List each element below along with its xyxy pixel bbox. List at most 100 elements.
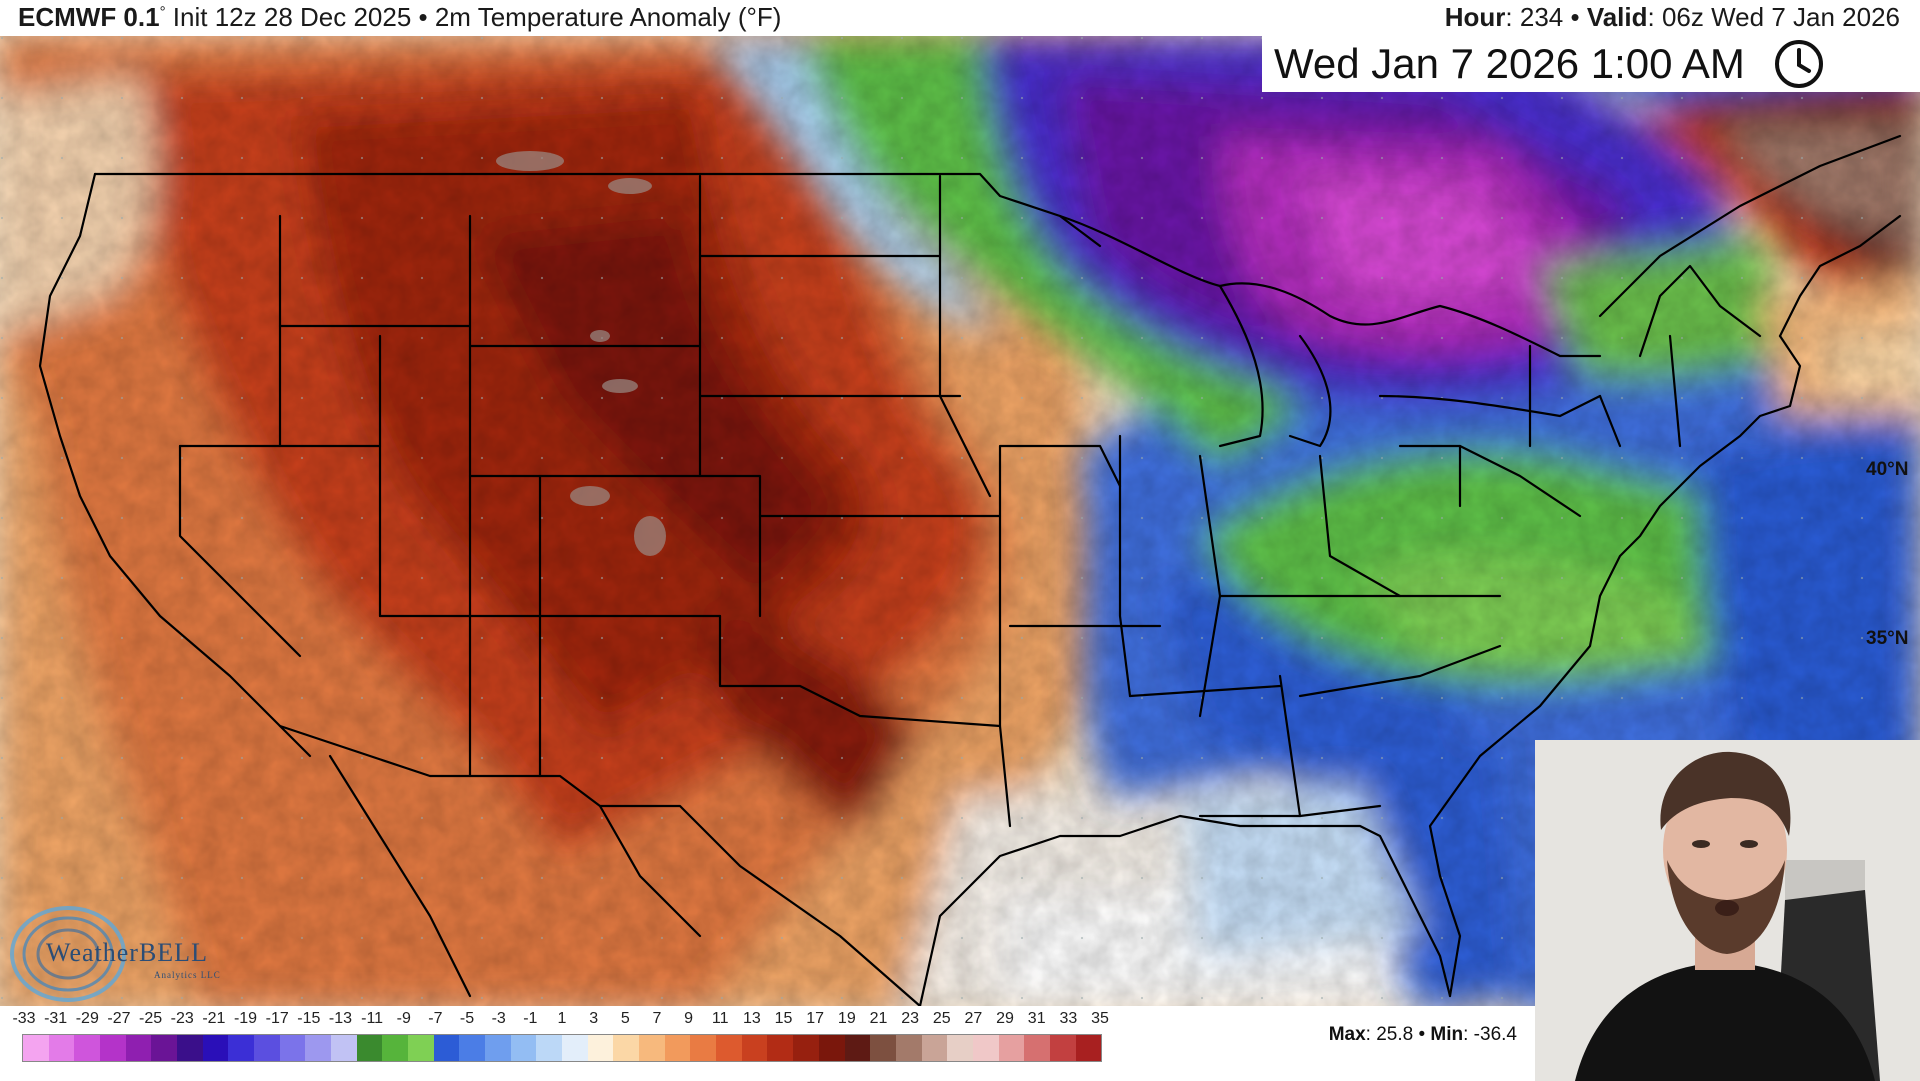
colorbar-swatch xyxy=(356,1035,383,1061)
colorbar-tick-label: -7 xyxy=(428,1010,443,1027)
colorbar-swatch xyxy=(1024,1035,1050,1061)
lat-label-40n: 40°N xyxy=(1866,459,1909,480)
colorbar-tick-label: -9 xyxy=(396,1010,411,1027)
valid-value: : 06z Wed 7 Jan 2026 xyxy=(1647,2,1900,32)
colorbar-tick-label: -25 xyxy=(139,1010,163,1027)
colorbar-swatch xyxy=(279,1035,306,1061)
colorbar-tick-label: 15 xyxy=(774,1010,793,1027)
colorbar-swatch xyxy=(639,1035,665,1061)
colorbar-tick-label: 17 xyxy=(806,1010,825,1027)
colorbar-tick-label: 5 xyxy=(620,1010,630,1027)
colorbar-swatch xyxy=(818,1035,845,1061)
colorbar-tick-label: -11 xyxy=(361,1010,384,1027)
colorbar-swatch xyxy=(125,1035,152,1061)
colorbar-swatch xyxy=(408,1035,434,1061)
colorbar-swatch xyxy=(793,1035,819,1061)
map-header: ECMWF 0.1° Init 12z 28 Dec 2025 • 2m Tem… xyxy=(0,0,1920,34)
lat-label-35n: 35°N xyxy=(1866,628,1909,649)
degree-sign: ° xyxy=(159,3,166,21)
colorbar-tick-label: 19 xyxy=(837,1010,856,1027)
valid-label: Valid xyxy=(1586,2,1648,32)
colorbar-swatch xyxy=(664,1035,691,1061)
colorbar-tick-label: 23 xyxy=(901,1010,920,1027)
colorbar-tick-label: 29 xyxy=(996,1010,1014,1027)
colorbar-swatch xyxy=(844,1035,871,1061)
colorbar-tick-label: -33 xyxy=(12,1010,36,1027)
map-title: ECMWF 0.1° Init 12z 28 Dec 2025 • 2m Tem… xyxy=(18,2,781,33)
colorbar-tick-label: -13 xyxy=(328,1010,353,1027)
colorbar-swatch xyxy=(48,1035,75,1061)
colorbar-tick-label: 35 xyxy=(1091,1010,1109,1027)
valid-datetime-text: Wed Jan 7 2026 1:00 AM xyxy=(1274,40,1745,87)
colorbar-tick-labels: -33 -31 -29 -27 -25 -23 -21 -19 -17 -15 -13 -11 -9 -7… xyxy=(12,1010,1112,1032)
colorbar-tick-label: -5 xyxy=(459,1010,475,1027)
hour-label: Hour xyxy=(1444,2,1506,32)
init-and-field: Init 12z 28 Dec 2025 • 2m Temperature An… xyxy=(165,2,782,32)
colorbar-swatch xyxy=(767,1035,794,1061)
colorbar-tick-label: 33 xyxy=(1059,1010,1078,1027)
colorbar-swatch xyxy=(331,1035,357,1061)
colorbar-swatch xyxy=(972,1035,999,1061)
colorbar-swatch xyxy=(485,1035,511,1061)
colorbar-swatch xyxy=(305,1035,332,1061)
colorbar-swatch xyxy=(690,1035,717,1061)
colorbar-tick-label: 9 xyxy=(684,1010,694,1027)
colorbar-swatch xyxy=(23,1035,49,1061)
colorbar-swatch xyxy=(587,1035,614,1061)
hour-value: : 234 • xyxy=(1505,2,1587,32)
colorbar-tick-label: 21 xyxy=(869,1010,888,1027)
valid-datetime-box: Wed Jan 7 2026 1:00 AM xyxy=(1262,36,1920,92)
colorbar-swatch xyxy=(100,1035,126,1061)
min-label: Min xyxy=(1430,1024,1464,1045)
colorbar-swatch xyxy=(74,1035,101,1061)
colorbar-swatch xyxy=(998,1035,1025,1061)
model-name: ECMWF 0.1 xyxy=(18,2,160,32)
colorbar-tick-label: -1 xyxy=(523,1010,538,1027)
colorbar xyxy=(22,1034,1102,1062)
colorbar-tick-label: 7 xyxy=(652,1010,662,1027)
colorbar-swatch xyxy=(741,1035,768,1061)
colorbar-swatch xyxy=(562,1035,588,1061)
colorbar-tick-label: -23 xyxy=(170,1010,194,1027)
colorbar-tick-label: -31 xyxy=(44,1010,68,1027)
colorbar-tick-label: -3 xyxy=(491,1010,506,1027)
colorbar-tick-label: -21 xyxy=(202,1010,226,1027)
min-value: : -36.4 xyxy=(1463,1024,1517,1045)
colorbar-tick-label: 1 xyxy=(557,1010,567,1027)
colorbar-tick-label: 31 xyxy=(1027,1010,1046,1027)
colorbar-panel: -33 -31 -29 -27 -25 -23 -21 -19 -17 -15 -13 -11 -9 -7… xyxy=(0,1006,1535,1081)
colorbar-swatch xyxy=(254,1035,280,1061)
logo-text: WeatherBELL xyxy=(46,938,208,967)
colorbar-tick-label: -15 xyxy=(297,1010,321,1027)
max-label: Max xyxy=(1328,1024,1366,1045)
max-value: : 25.8 • xyxy=(1365,1024,1431,1045)
colorbar-swatch xyxy=(1075,1035,1102,1061)
presenter-image xyxy=(1535,740,1920,1081)
weatherbell-logo: WeatherBELL Analytics LLC xyxy=(6,898,236,1010)
colorbar-swatch xyxy=(1049,1035,1076,1061)
colorbar-swatch xyxy=(459,1035,486,1061)
max-min-readout: Max: 25.8 • Min: -36.4 xyxy=(1329,1024,1517,1046)
colorbar-tick-label: -17 xyxy=(265,1010,289,1027)
colorbar-swatch xyxy=(382,1035,409,1061)
colorbar-swatch xyxy=(433,1035,460,1061)
logo-swirl-icon xyxy=(10,906,126,1002)
colorbar-swatch xyxy=(228,1035,255,1061)
colorbar-tick-label: 13 xyxy=(742,1010,761,1027)
forecast-hour-valid: Hour: 234 • Valid: 06z Wed 7 Jan 2026 xyxy=(1445,2,1900,33)
logo-subtext: Analytics LLC xyxy=(154,970,221,980)
colorbar-swatch xyxy=(177,1035,203,1061)
colorbar-swatch xyxy=(870,1035,896,1061)
colorbar-swatch xyxy=(536,1035,563,1061)
colorbar-swatch xyxy=(947,1035,973,1061)
colorbar-swatch xyxy=(151,1035,178,1061)
colorbar-tick-label: 25 xyxy=(932,1010,951,1027)
colorbar-swatch xyxy=(716,1035,742,1061)
colorbar-tick-label: 3 xyxy=(589,1010,599,1027)
colorbar-tick-label: 11 xyxy=(711,1010,729,1027)
presenter-webcam xyxy=(1535,740,1920,1081)
colorbar-swatch xyxy=(921,1035,948,1061)
colorbar-swatch xyxy=(510,1035,537,1061)
colorbar-tick-label: -19 xyxy=(233,1010,258,1027)
